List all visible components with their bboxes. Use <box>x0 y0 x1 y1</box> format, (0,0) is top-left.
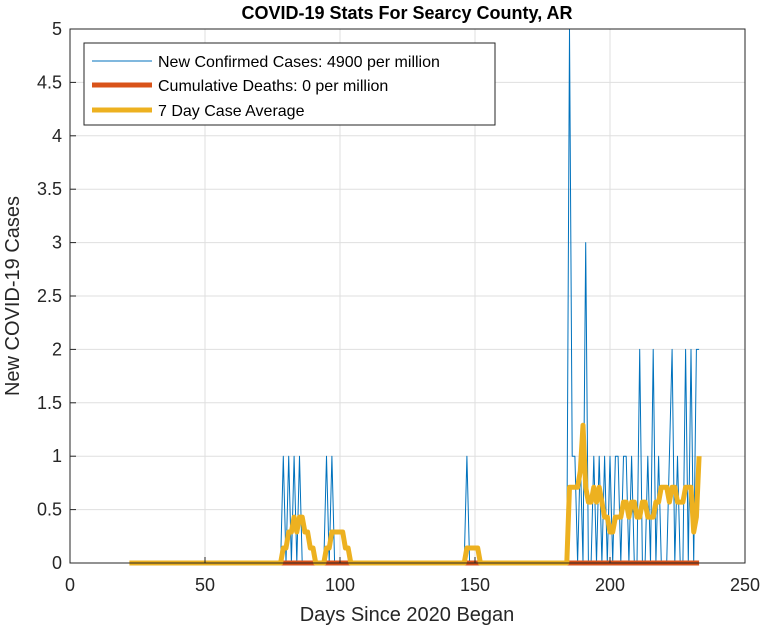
y-tick-label: 4 <box>52 126 62 146</box>
y-tick-label: 4.5 <box>37 72 62 92</box>
ticks: 0 50 100 150 200 250 0 0.5 1 1.5 2 2.5 3 3.5 4 4.5 5 <box>37 19 760 595</box>
x-axis-label: Days Since 2020 Began <box>300 604 515 626</box>
y-tick-label: 3.5 <box>37 179 62 199</box>
y-tick-label: 1.5 <box>37 393 62 413</box>
chart-title: COVID-19 Stats For Searcy County, AR <box>241 3 572 23</box>
legend-label-7day-average: 7 Day Case Average <box>158 103 305 120</box>
y-tick-label: 3 <box>52 233 62 253</box>
y-tick-label: 0 <box>52 553 62 573</box>
legend-box <box>83 42 496 126</box>
x-tick-label: 100 <box>325 575 355 595</box>
y-tick-label: 1 <box>52 446 62 466</box>
x-tick-label: 200 <box>595 575 625 595</box>
legend-label-new-cases: New Confirmed Cases: 4900 per million <box>158 54 440 71</box>
y-tick-label: 2.5 <box>37 286 62 306</box>
y-tick-label: 5 <box>52 19 62 39</box>
y-tick-label: 0.5 <box>37 500 62 520</box>
y-axis-label: New COVID-19 Cases <box>2 196 24 396</box>
y-tick-label: 2 <box>52 339 62 359</box>
legend: New Confirmed Cases: 4900 per million Cu… <box>83 42 496 126</box>
x-tick-label: 150 <box>460 575 490 595</box>
legend-label-deaths: Cumulative Deaths: 0 per million <box>158 78 388 95</box>
x-tick-label: 0 <box>65 575 75 595</box>
x-tick-label: 250 <box>730 575 760 595</box>
x-tick-label: 50 <box>195 575 215 595</box>
